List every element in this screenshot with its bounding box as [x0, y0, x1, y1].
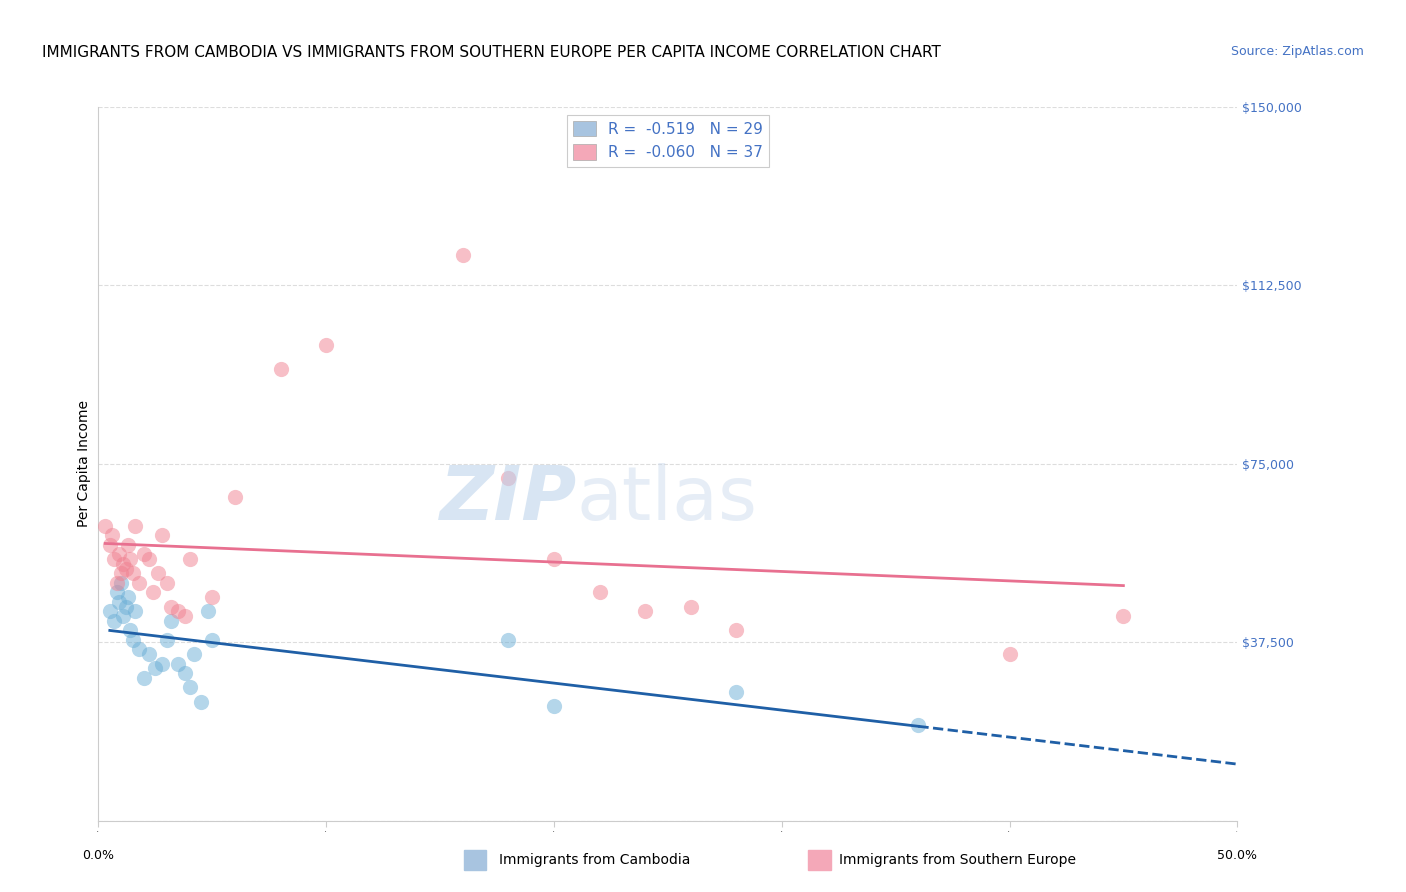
Point: [114, 599, 136, 614]
Point: [498, 632, 520, 647]
Point: [167, 657, 190, 671]
Point: [183, 647, 205, 661]
Point: [543, 699, 565, 714]
Point: [146, 566, 169, 581]
Point: [725, 685, 748, 699]
Point: [117, 590, 139, 604]
Point: [167, 604, 190, 618]
Text: ZIP: ZIP: [440, 463, 576, 536]
Text: Source: ZipAtlas.com: Source: ZipAtlas.com: [1230, 45, 1364, 58]
Y-axis label: Per Capita Income: Per Capita Income: [77, 401, 91, 527]
Point: [315, 338, 337, 352]
Point: [150, 657, 173, 671]
Point: [543, 552, 565, 566]
Point: [112, 557, 135, 571]
Point: [145, 661, 167, 675]
Legend: R =  -0.519   N = 29, R =  -0.060   N = 37: R = -0.519 N = 29, R = -0.060 N = 37: [567, 115, 769, 167]
Point: [138, 552, 160, 566]
Point: [108, 595, 131, 609]
Point: [634, 604, 657, 618]
Point: [114, 561, 136, 575]
Point: [588, 585, 610, 599]
Point: [197, 604, 219, 618]
Point: [94, 518, 117, 533]
Point: [132, 671, 155, 685]
Point: [190, 695, 212, 709]
Point: [103, 552, 125, 566]
Point: [201, 632, 224, 647]
Point: [138, 647, 160, 661]
Text: Immigrants from Cambodia: Immigrants from Cambodia: [499, 853, 690, 867]
Point: [179, 552, 201, 566]
Point: [120, 552, 142, 566]
Point: [156, 575, 179, 590]
Point: [270, 361, 292, 376]
Point: [1112, 609, 1135, 624]
Text: 50.0%: 50.0%: [1218, 849, 1257, 863]
Point: [679, 599, 702, 614]
Point: [179, 681, 201, 695]
Point: [103, 614, 125, 628]
Text: IMMIGRANTS FROM CAMBODIA VS IMMIGRANTS FROM SOUTHERN EUROPE PER CAPITA INCOME CO: IMMIGRANTS FROM CAMBODIA VS IMMIGRANTS F…: [42, 45, 941, 60]
Point: [160, 614, 183, 628]
Point: [725, 624, 748, 638]
Point: [201, 590, 224, 604]
Point: [998, 647, 1021, 661]
Text: atlas: atlas: [576, 463, 758, 536]
Point: [110, 575, 132, 590]
Point: [120, 624, 142, 638]
Point: [105, 575, 128, 590]
Text: 0.0%: 0.0%: [83, 849, 114, 863]
Point: [110, 566, 132, 581]
Text: Immigrants from Southern Europe: Immigrants from Southern Europe: [839, 853, 1077, 867]
Point: [498, 471, 520, 485]
Point: [174, 609, 197, 624]
Point: [98, 538, 121, 552]
Point: [150, 528, 173, 542]
Point: [174, 666, 197, 681]
Point: [907, 718, 929, 732]
Point: [121, 632, 143, 647]
Point: [451, 247, 474, 261]
Point: [121, 566, 143, 581]
Point: [124, 604, 146, 618]
Point: [128, 575, 150, 590]
Point: [132, 547, 155, 561]
Point: [117, 538, 139, 552]
Point: [112, 609, 135, 624]
Point: [101, 528, 124, 542]
Point: [142, 585, 165, 599]
Point: [128, 642, 150, 657]
Point: [108, 547, 131, 561]
Point: [160, 599, 183, 614]
Point: [224, 490, 246, 504]
Point: [105, 585, 128, 599]
Point: [98, 604, 121, 618]
Point: [124, 518, 146, 533]
Point: [156, 632, 179, 647]
